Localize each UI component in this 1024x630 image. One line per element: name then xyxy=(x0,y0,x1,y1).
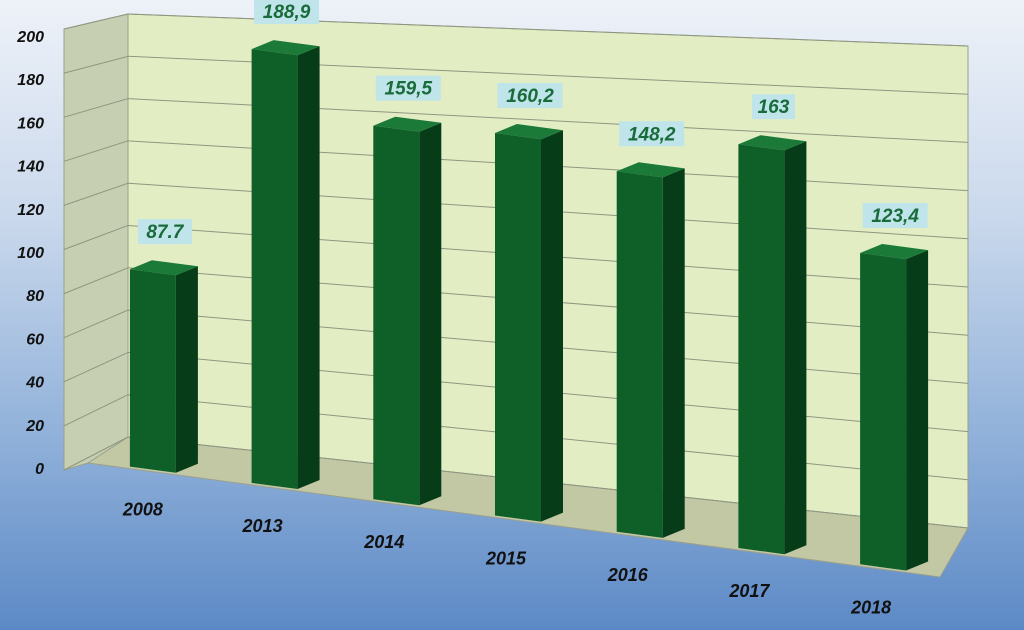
y-axis: 0 20 40 60 80 100 120 140 160 180 200 xyxy=(16,29,44,478)
bar-side xyxy=(297,46,320,489)
data-label: 159,5 xyxy=(385,79,433,100)
data-label: 148,2 xyxy=(628,124,676,145)
y-tick-label: 200 xyxy=(16,29,44,46)
y-tick-label: 0 xyxy=(35,461,44,478)
data-label: 163 xyxy=(758,97,790,118)
y-tick-label: 100 xyxy=(17,245,44,262)
bar-front xyxy=(495,133,541,522)
bar: 160,2 xyxy=(495,83,563,522)
side-gridline xyxy=(63,98,129,118)
bar-top xyxy=(373,116,442,132)
bar-side xyxy=(662,168,685,538)
bar-side xyxy=(906,250,929,571)
y-tick-label: 140 xyxy=(17,159,44,176)
side-gridline xyxy=(63,55,129,74)
bar-front xyxy=(738,144,785,555)
y-tick-label: 20 xyxy=(25,418,44,435)
data-label-box xyxy=(375,75,441,101)
bar: 163 xyxy=(738,94,807,555)
data-label: 123,4 xyxy=(871,206,919,227)
side-wall xyxy=(63,13,129,471)
side-gridline xyxy=(63,182,129,206)
y-tick-label: 60 xyxy=(26,331,44,348)
y-tick-label: 40 xyxy=(25,375,44,392)
bar: 87.7 xyxy=(129,219,198,473)
bar: 148,2 xyxy=(616,121,685,538)
data-label-box xyxy=(254,0,320,25)
bar-front xyxy=(129,269,176,473)
side-gridline xyxy=(63,140,129,162)
bar-top xyxy=(616,162,685,178)
x-tick-label: 2018 xyxy=(850,597,891,617)
data-label-box xyxy=(619,121,685,147)
bar-side xyxy=(419,122,442,506)
x-tick-label: 2016 xyxy=(607,565,649,585)
bar: 159,5 xyxy=(373,75,442,506)
bar-top xyxy=(495,124,563,140)
bar-side xyxy=(541,130,563,522)
data-label-box xyxy=(862,202,928,228)
x-tick-label: 2013 xyxy=(242,516,283,536)
bar: 123,4 xyxy=(860,202,929,571)
bar-front xyxy=(616,171,663,538)
bar-side xyxy=(784,141,807,555)
data-label-box xyxy=(137,219,192,245)
bar-top xyxy=(738,135,807,151)
y-tick-label: 160 xyxy=(17,115,44,132)
data-label-box xyxy=(751,94,795,120)
side-gridline xyxy=(63,225,129,250)
side-gridline xyxy=(63,351,129,383)
bar-front xyxy=(373,125,420,506)
y-tick-label: 80 xyxy=(26,288,44,305)
data-label: 188,9 xyxy=(263,2,311,23)
x-tick-label: 2008 xyxy=(122,500,163,520)
x-tick-label: 2015 xyxy=(485,549,527,569)
x-tick-label: 2014 xyxy=(363,532,404,552)
bars: 87.7 188,9 159,5 160,2 148,2 163 123,4 xyxy=(129,0,929,571)
side-gridline xyxy=(63,267,129,295)
side-gridline xyxy=(63,13,129,30)
bar-top xyxy=(860,244,929,260)
bar-side xyxy=(175,266,198,473)
side-gridline xyxy=(63,436,129,471)
bar: 188,9 xyxy=(251,0,320,489)
side-gridline xyxy=(63,309,129,339)
bar-front xyxy=(860,253,907,571)
x-axis: 2008 2013 2014 2015 2016 2017 2018 xyxy=(122,500,891,618)
y-tick-label: 180 xyxy=(17,72,44,89)
side-gridline xyxy=(63,394,129,427)
x-tick-label: 2017 xyxy=(728,581,770,601)
data-label-box xyxy=(497,83,563,109)
bar-top xyxy=(129,260,198,276)
data-label: 87.7 xyxy=(146,222,184,243)
y-tick-label: 120 xyxy=(17,202,44,219)
data-label: 160,2 xyxy=(506,86,554,107)
bar-front xyxy=(251,49,298,489)
bar-top xyxy=(251,40,320,56)
